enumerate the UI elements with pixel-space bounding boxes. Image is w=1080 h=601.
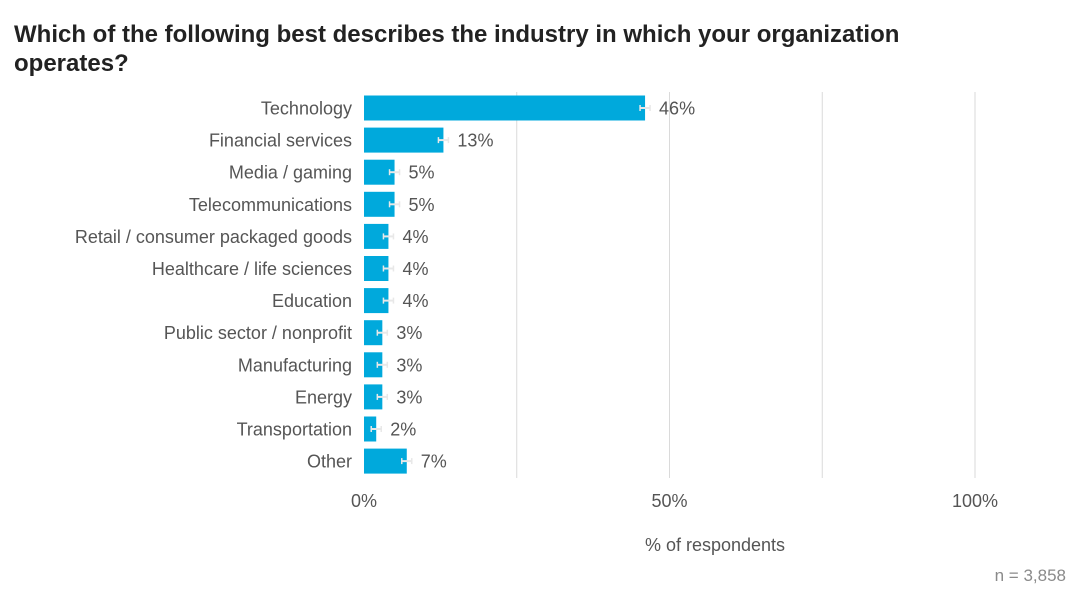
category-label: Technology [261,99,352,119]
x-tick-label: 0% [351,491,377,511]
value-label: 3% [396,355,422,375]
error-bar [376,393,389,400]
error-bar [401,458,413,465]
gridlines [516,92,976,478]
value-label: 7% [421,452,447,472]
error-bars [370,105,651,465]
category-label: Transportation [237,420,352,440]
x-tick-label: 50% [651,491,687,511]
value-label: 5% [409,195,435,215]
bar [364,127,444,153]
value-label: 4% [402,227,428,247]
error-bar [376,361,389,368]
x-tick-label: 100% [952,491,998,511]
value-label: 3% [396,387,422,407]
bar [364,416,377,442]
bar [364,320,383,346]
category-label: Public sector / nonprofit [164,323,352,343]
error-bar [382,233,395,240]
category-label: Manufacturing [238,355,352,375]
category-label: Media / gaming [229,163,352,183]
value-label: 4% [402,259,428,279]
error-bar [388,169,401,176]
error-bar [370,426,382,432]
category-label: Energy [295,387,352,407]
category-label: Healthcare / life sciences [152,259,352,279]
bars [364,95,646,474]
error-bar [639,105,651,111]
category-label: Other [307,452,352,472]
error-bar [382,265,395,272]
sample-size-label: n = 3,858 [994,566,1066,585]
value-label: 2% [390,420,416,440]
x-tick-labels: 0% 50% 100% [351,491,998,511]
error-bar [437,137,450,144]
category-label: Education [272,291,352,311]
value-label: 13% [457,131,493,151]
x-axis-title: % of respondents [645,535,785,555]
error-bar [376,329,389,336]
value-labels: 46% 13% 5% 5% 4% 4% 4% 3% 3% 3% 2%7% [390,99,695,472]
category-labels: Technology Financial services Media / gami… [75,99,352,472]
category-label: Retail / consumer packaged goods [75,227,352,247]
chart-title: Which of the following best describes th… [14,21,900,77]
category-label: Financial services [209,131,352,151]
value-label: 5% [409,163,435,183]
value-label: 46% [659,99,695,119]
error-bar [382,297,395,304]
value-label: 4% [402,291,428,311]
value-label: 3% [396,323,422,343]
bar [364,352,383,378]
bar [364,448,407,474]
bar [364,384,383,410]
error-bar [388,201,401,208]
bar [364,95,646,121]
category-label: Telecommunications [189,195,352,215]
